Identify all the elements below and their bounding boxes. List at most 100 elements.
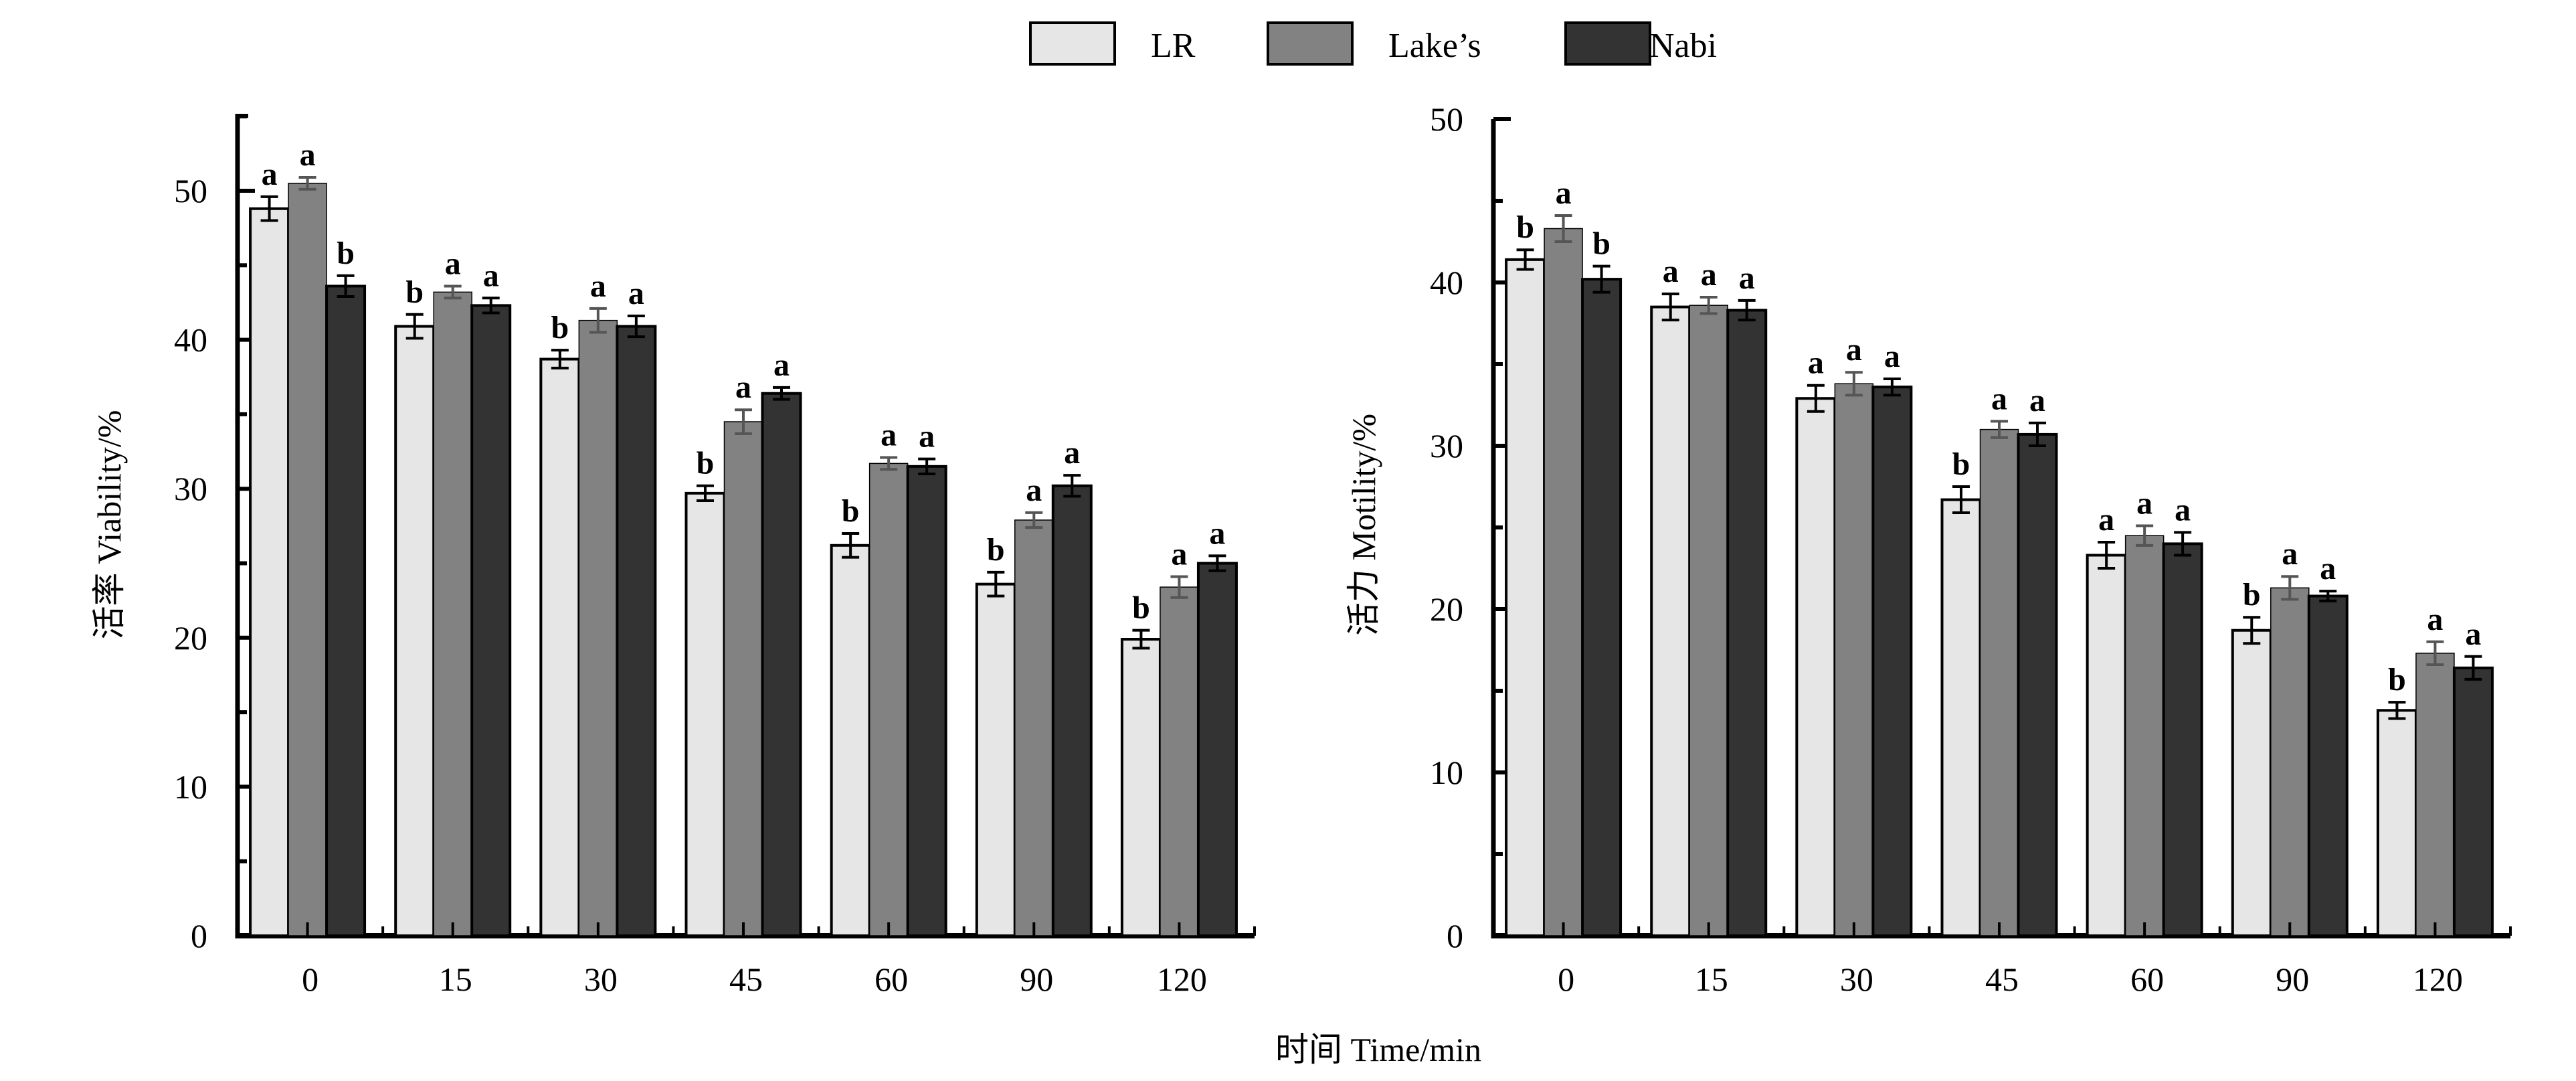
legend-swatch-1 — [1267, 21, 1354, 66]
bar — [249, 207, 290, 937]
x-tick-label: 45 — [729, 961, 763, 998]
bar — [2376, 709, 2417, 938]
significance-label: a — [1026, 473, 1042, 508]
significance-label: a — [1701, 257, 1717, 293]
significance-label: b — [987, 532, 1005, 568]
y-tick-label: 30 — [1430, 427, 1463, 465]
x-tick-label: 120 — [1157, 961, 1207, 998]
significance-label: a — [2282, 536, 2298, 572]
bar — [539, 357, 581, 937]
y-tick-label: 20 — [174, 619, 207, 657]
bar — [1726, 309, 1768, 938]
significance-label: a — [2029, 383, 2045, 418]
bar — [723, 421, 763, 936]
bar — [616, 325, 657, 938]
significance-label: b — [1592, 226, 1611, 262]
y-tick-label: 40 — [1430, 264, 1463, 301]
bar — [1871, 386, 1913, 937]
significance-label: b — [1952, 446, 1970, 482]
bar — [1196, 562, 1238, 937]
bar — [1834, 383, 1874, 936]
significance-label: b — [551, 310, 569, 345]
significance-label: a — [483, 258, 499, 293]
significance-label: a — [262, 157, 278, 192]
bar — [394, 325, 436, 938]
significance-label: a — [445, 246, 461, 281]
y-tick-label: 10 — [174, 768, 207, 805]
x-axis-title: 时间 Time/min — [1275, 1031, 1481, 1068]
significance-label: a — [2175, 492, 2191, 527]
significance-label: a — [300, 137, 316, 173]
bar — [2231, 629, 2272, 937]
legend: LR Lake’s Nabi — [1029, 21, 1717, 66]
significance-label: a — [735, 369, 751, 405]
bar — [1051, 484, 1093, 937]
x-tick-label: 45 — [1985, 961, 2019, 998]
significance-label: a — [1171, 537, 1187, 572]
y-tick-label: 20 — [1430, 590, 1463, 628]
bar — [578, 319, 618, 936]
y-axis-title: 活率 Viability/% — [90, 410, 128, 640]
bar — [2307, 594, 2349, 937]
y-tick-label: 0 — [1447, 917, 1463, 954]
bar — [906, 465, 947, 937]
bar — [2124, 535, 2165, 936]
bar — [684, 491, 726, 937]
x-tick-label: 0 — [1558, 961, 1574, 998]
bar — [1581, 278, 1623, 937]
legend-label-0: LR — [1151, 27, 1196, 65]
x-tick-label: 15 — [439, 961, 472, 998]
legend-swatch-0 — [1029, 21, 1116, 66]
significance-label: a — [1884, 339, 1900, 374]
bar — [975, 582, 1016, 937]
legend-swatch-2 — [1564, 21, 1651, 66]
bar — [1689, 305, 1728, 936]
significance-label: a — [1808, 345, 1824, 381]
x-tick-label: 90 — [1020, 961, 1053, 998]
x-tick-label: 60 — [2130, 961, 2164, 998]
bar — [2415, 653, 2455, 936]
bar — [1014, 519, 1054, 936]
significance-label: a — [590, 268, 606, 304]
bar — [1544, 228, 1583, 936]
legend-label-2: Nabi — [1649, 27, 1717, 65]
bar — [1979, 428, 2019, 936]
bar — [868, 463, 909, 936]
x-tick-label: 0 — [302, 961, 318, 998]
significance-label: a — [2427, 602, 2443, 637]
bar — [761, 392, 802, 937]
bar — [325, 284, 367, 937]
significance-label: a — [2320, 551, 2336, 586]
bar — [1795, 397, 1837, 937]
significance-label: b — [1132, 590, 1150, 626]
significance-label: b — [1516, 210, 1534, 245]
y-tick-label: 40 — [174, 321, 207, 359]
significance-label: a — [1663, 254, 1679, 289]
bar — [830, 544, 871, 937]
bar — [470, 304, 512, 938]
bar — [1650, 305, 1691, 938]
y-tick-label: 50 — [174, 172, 207, 210]
bar — [2086, 554, 2127, 937]
bar — [1120, 638, 1162, 937]
significance-label: a — [1064, 435, 1080, 471]
x-tick-label: 120 — [2413, 961, 2463, 998]
x-tick-label: 15 — [1695, 961, 1728, 998]
significance-label: a — [1846, 332, 1862, 367]
bar — [433, 291, 472, 936]
x-tick-label: 60 — [875, 961, 908, 998]
x-tick-label: 90 — [2276, 961, 2309, 998]
significance-label: a — [919, 419, 935, 454]
y-tick-label: 50 — [1430, 100, 1463, 138]
y-axis-title: 活力 Motility/% — [1345, 414, 1382, 636]
bar — [2162, 542, 2203, 937]
bar — [1505, 258, 1546, 937]
bar — [2017, 432, 2058, 937]
significance-label: b — [2388, 662, 2406, 697]
legend-label-1: Lake’s — [1388, 27, 1481, 65]
significance-label: a — [628, 276, 644, 311]
significance-label: b — [842, 493, 860, 529]
